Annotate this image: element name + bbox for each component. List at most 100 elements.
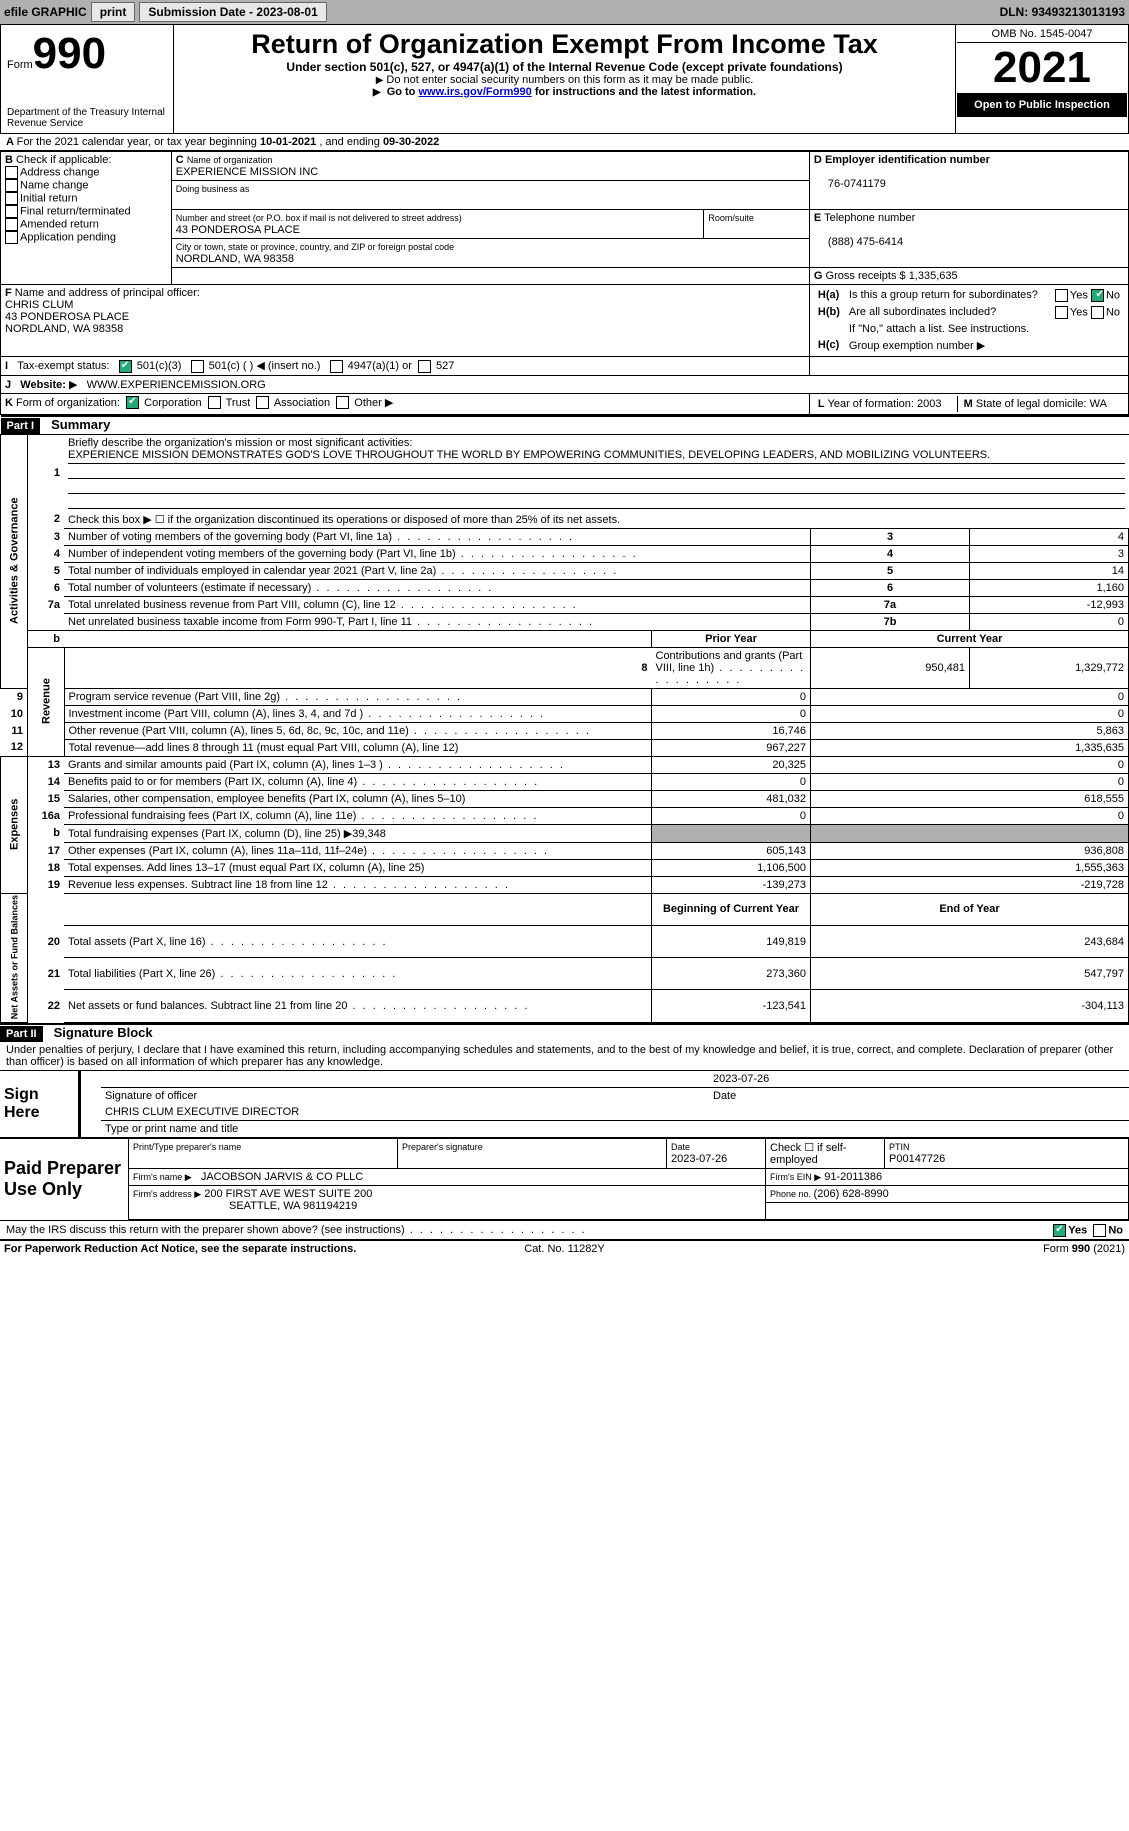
line1-mission: Briefly describe the organization's miss… — [64, 434, 1129, 511]
part-i-title: Summary — [43, 417, 110, 432]
section-e-phone: E Telephone number (888) 475-6414 — [809, 210, 1128, 268]
phone-value: (888) 475-6414 — [814, 236, 903, 248]
ein-value: 76-0741179 — [814, 178, 886, 190]
paid-preparer-block: Paid Preparer Use Only Print/Type prepar… — [0, 1137, 1129, 1220]
website-value: WWW.EXPERIENCEMISSION.ORG — [87, 379, 266, 391]
part-ii-bar: Part II — [0, 1026, 43, 1042]
cb-501c[interactable] — [191, 360, 204, 373]
cb-initial-return[interactable] — [5, 192, 18, 205]
cb-amended[interactable] — [5, 218, 18, 231]
part-i-summary: Part I Summary Activities & Governance 1… — [0, 415, 1129, 1023]
footer-mid: Cat. No. 11282Y — [378, 1243, 752, 1255]
section-g-receipts: G Gross receipts $ 1,335,635 — [809, 268, 1128, 285]
shaded-16b-p — [652, 824, 811, 842]
cb-name-change[interactable] — [5, 179, 18, 192]
omb-number: OMB No. 1545-0047 — [957, 26, 1127, 43]
part-ii-header: Part II Signature Block — [0, 1023, 1129, 1042]
discuss-row: May the IRS discuss this return with the… — [0, 1220, 1129, 1239]
sign-here-label: Sign Here — [0, 1071, 80, 1137]
firm-ein: 91-2011386 — [824, 1171, 882, 1183]
cb-other[interactable] — [336, 396, 349, 409]
efile-topbar: efile GRAPHIC print Submission Date - 20… — [0, 0, 1129, 24]
section-expenses-label: Expenses — [1, 756, 28, 893]
val-7b: 0 — [970, 613, 1129, 630]
section-i-status: I Tax-exempt status: 501(c)(3) 501(c) ( … — [1, 357, 810, 376]
officer-name: CHRIS CLUM EXECUTIVE DIRECTOR — [101, 1104, 1129, 1121]
section-d-ein: D Employer identification number 76-0741… — [809, 152, 1128, 210]
cb-ha-no[interactable] — [1091, 289, 1104, 302]
val-3: 4 — [970, 528, 1129, 545]
section-c-street: Number and street (or P.O. box if mail i… — [171, 210, 704, 239]
part-i-bar: Part I — [1, 418, 41, 434]
signature-block: Sign Here 2023-07-26 Signature of office… — [0, 1071, 1129, 1137]
section-governance-label: Activities & Governance — [1, 434, 28, 688]
section-revenue-label: Revenue — [28, 647, 65, 756]
dln: DLN: 93493213013193 — [1000, 5, 1125, 19]
val-4: 3 — [970, 545, 1129, 562]
cb-527[interactable] — [418, 360, 431, 373]
open-inspection: Open to Public Inspection — [957, 93, 1127, 117]
sig-date: 2023-07-26 — [709, 1071, 1129, 1088]
org-name: EXPERIENCE MISSION INC — [176, 166, 318, 178]
section-k-form-org: K Form of organization: Corporation Trus… — [1, 393, 810, 414]
section-h: H(a)Is this a group return for subordina… — [809, 285, 1128, 357]
cb-corp[interactable] — [126, 396, 139, 409]
form-title: Return of Organization Exempt From Incom… — [180, 29, 949, 60]
cb-hb-no[interactable] — [1091, 306, 1104, 319]
cb-pending[interactable] — [5, 231, 18, 244]
rev-8c: 1,329,772 — [970, 647, 1129, 688]
line-a-tax-year: A For the 2021 calendar year, or tax yea… — [0, 134, 1129, 151]
note-link: Go to www.irs.gov/Form990 for instructio… — [180, 86, 949, 98]
cb-4947[interactable] — [330, 360, 343, 373]
line2-checkbox: Check this box ▶ ☐ if the organization d… — [64, 511, 1129, 529]
part-ii-title: Signature Block — [46, 1025, 153, 1040]
footer-right: Form 990 (2021) — [751, 1243, 1125, 1255]
rev-8p: 950,481 — [811, 647, 970, 688]
tax-year: 2021 — [957, 43, 1127, 93]
form-header: Form990 Department of the Treasury Inter… — [0, 24, 1129, 134]
section-j-website: J Website: ▶ WWW.EXPERIENCEMISSION.ORG — [1, 375, 1129, 393]
firm-name: JACOBSON JARVIS & CO PLLC — [201, 1171, 363, 1183]
val-5: 14 — [970, 562, 1129, 579]
section-f-officer: F Name and address of principal officer:… — [1, 285, 810, 357]
gross-receipts: 1,335,635 — [909, 270, 958, 282]
form-990-number: 990 — [33, 29, 106, 78]
perjury-text: Under penalties of perjury, I declare th… — [0, 1042, 1129, 1071]
form-number-cell: Form990 Department of the Treasury Inter… — [1, 25, 174, 134]
footer-left: For Paperwork Reduction Act Notice, see … — [4, 1243, 378, 1255]
ptin-value: P00147726 — [889, 1153, 945, 1165]
page-footer: For Paperwork Reduction Act Notice, see … — [0, 1239, 1129, 1257]
cb-final-return[interactable] — [5, 205, 18, 218]
val-6: 1,160 — [970, 579, 1129, 596]
form-subtitle: Under section 501(c), 527, or 4947(a)(1)… — [180, 60, 949, 74]
org-info-block: B Check if applicable: Address change Na… — [0, 151, 1129, 415]
val-7a: -12,993 — [970, 596, 1129, 613]
cb-trust[interactable] — [208, 396, 221, 409]
prep-phone: (206) 628-8990 — [814, 1188, 889, 1200]
cb-discuss-no[interactable] — [1093, 1224, 1106, 1237]
cb-discuss-yes[interactable] — [1053, 1224, 1066, 1237]
section-c-name: C Name of organization EXPERIENCE MISSIO… — [171, 152, 809, 181]
section-netassets-label: Net Assets or Fund Balances — [1, 893, 28, 1022]
title-cell: Return of Organization Exempt From Incom… — [174, 25, 956, 134]
note-ssn: Do not enter social security numbers on … — [180, 74, 949, 86]
cb-501c3[interactable] — [119, 360, 132, 373]
cb-assoc[interactable] — [256, 396, 269, 409]
street-value: 43 PONDEROSA PLACE — [176, 224, 300, 236]
cb-address-change[interactable] — [5, 166, 18, 179]
print-button[interactable]: print — [91, 2, 136, 22]
shaded-16b-c — [811, 824, 1129, 842]
efile-label: efile GRAPHIC — [4, 5, 87, 19]
cb-ha-yes[interactable] — [1055, 289, 1068, 302]
room-suite: Room/suite — [704, 210, 810, 239]
section-c-dba: Doing business as — [171, 181, 809, 210]
cb-hb-yes[interactable] — [1055, 306, 1068, 319]
irs-link[interactable]: www.irs.gov/Form990 — [418, 86, 531, 98]
section-c-city: City or town, state or province, country… — [171, 239, 809, 268]
year-cell: OMB No. 1545-0047 2021 Open to Public In… — [956, 25, 1129, 134]
treasury-label: Department of the Treasury Internal Reve… — [7, 107, 167, 129]
section-lm: L Year of formation: 2003 M State of leg… — [809, 393, 1128, 414]
city-value: NORDLAND, WA 98358 — [176, 253, 294, 265]
paid-preparer-label: Paid Preparer Use Only — [0, 1138, 129, 1220]
submission-date: Submission Date - 2023-08-01 — [139, 2, 326, 22]
